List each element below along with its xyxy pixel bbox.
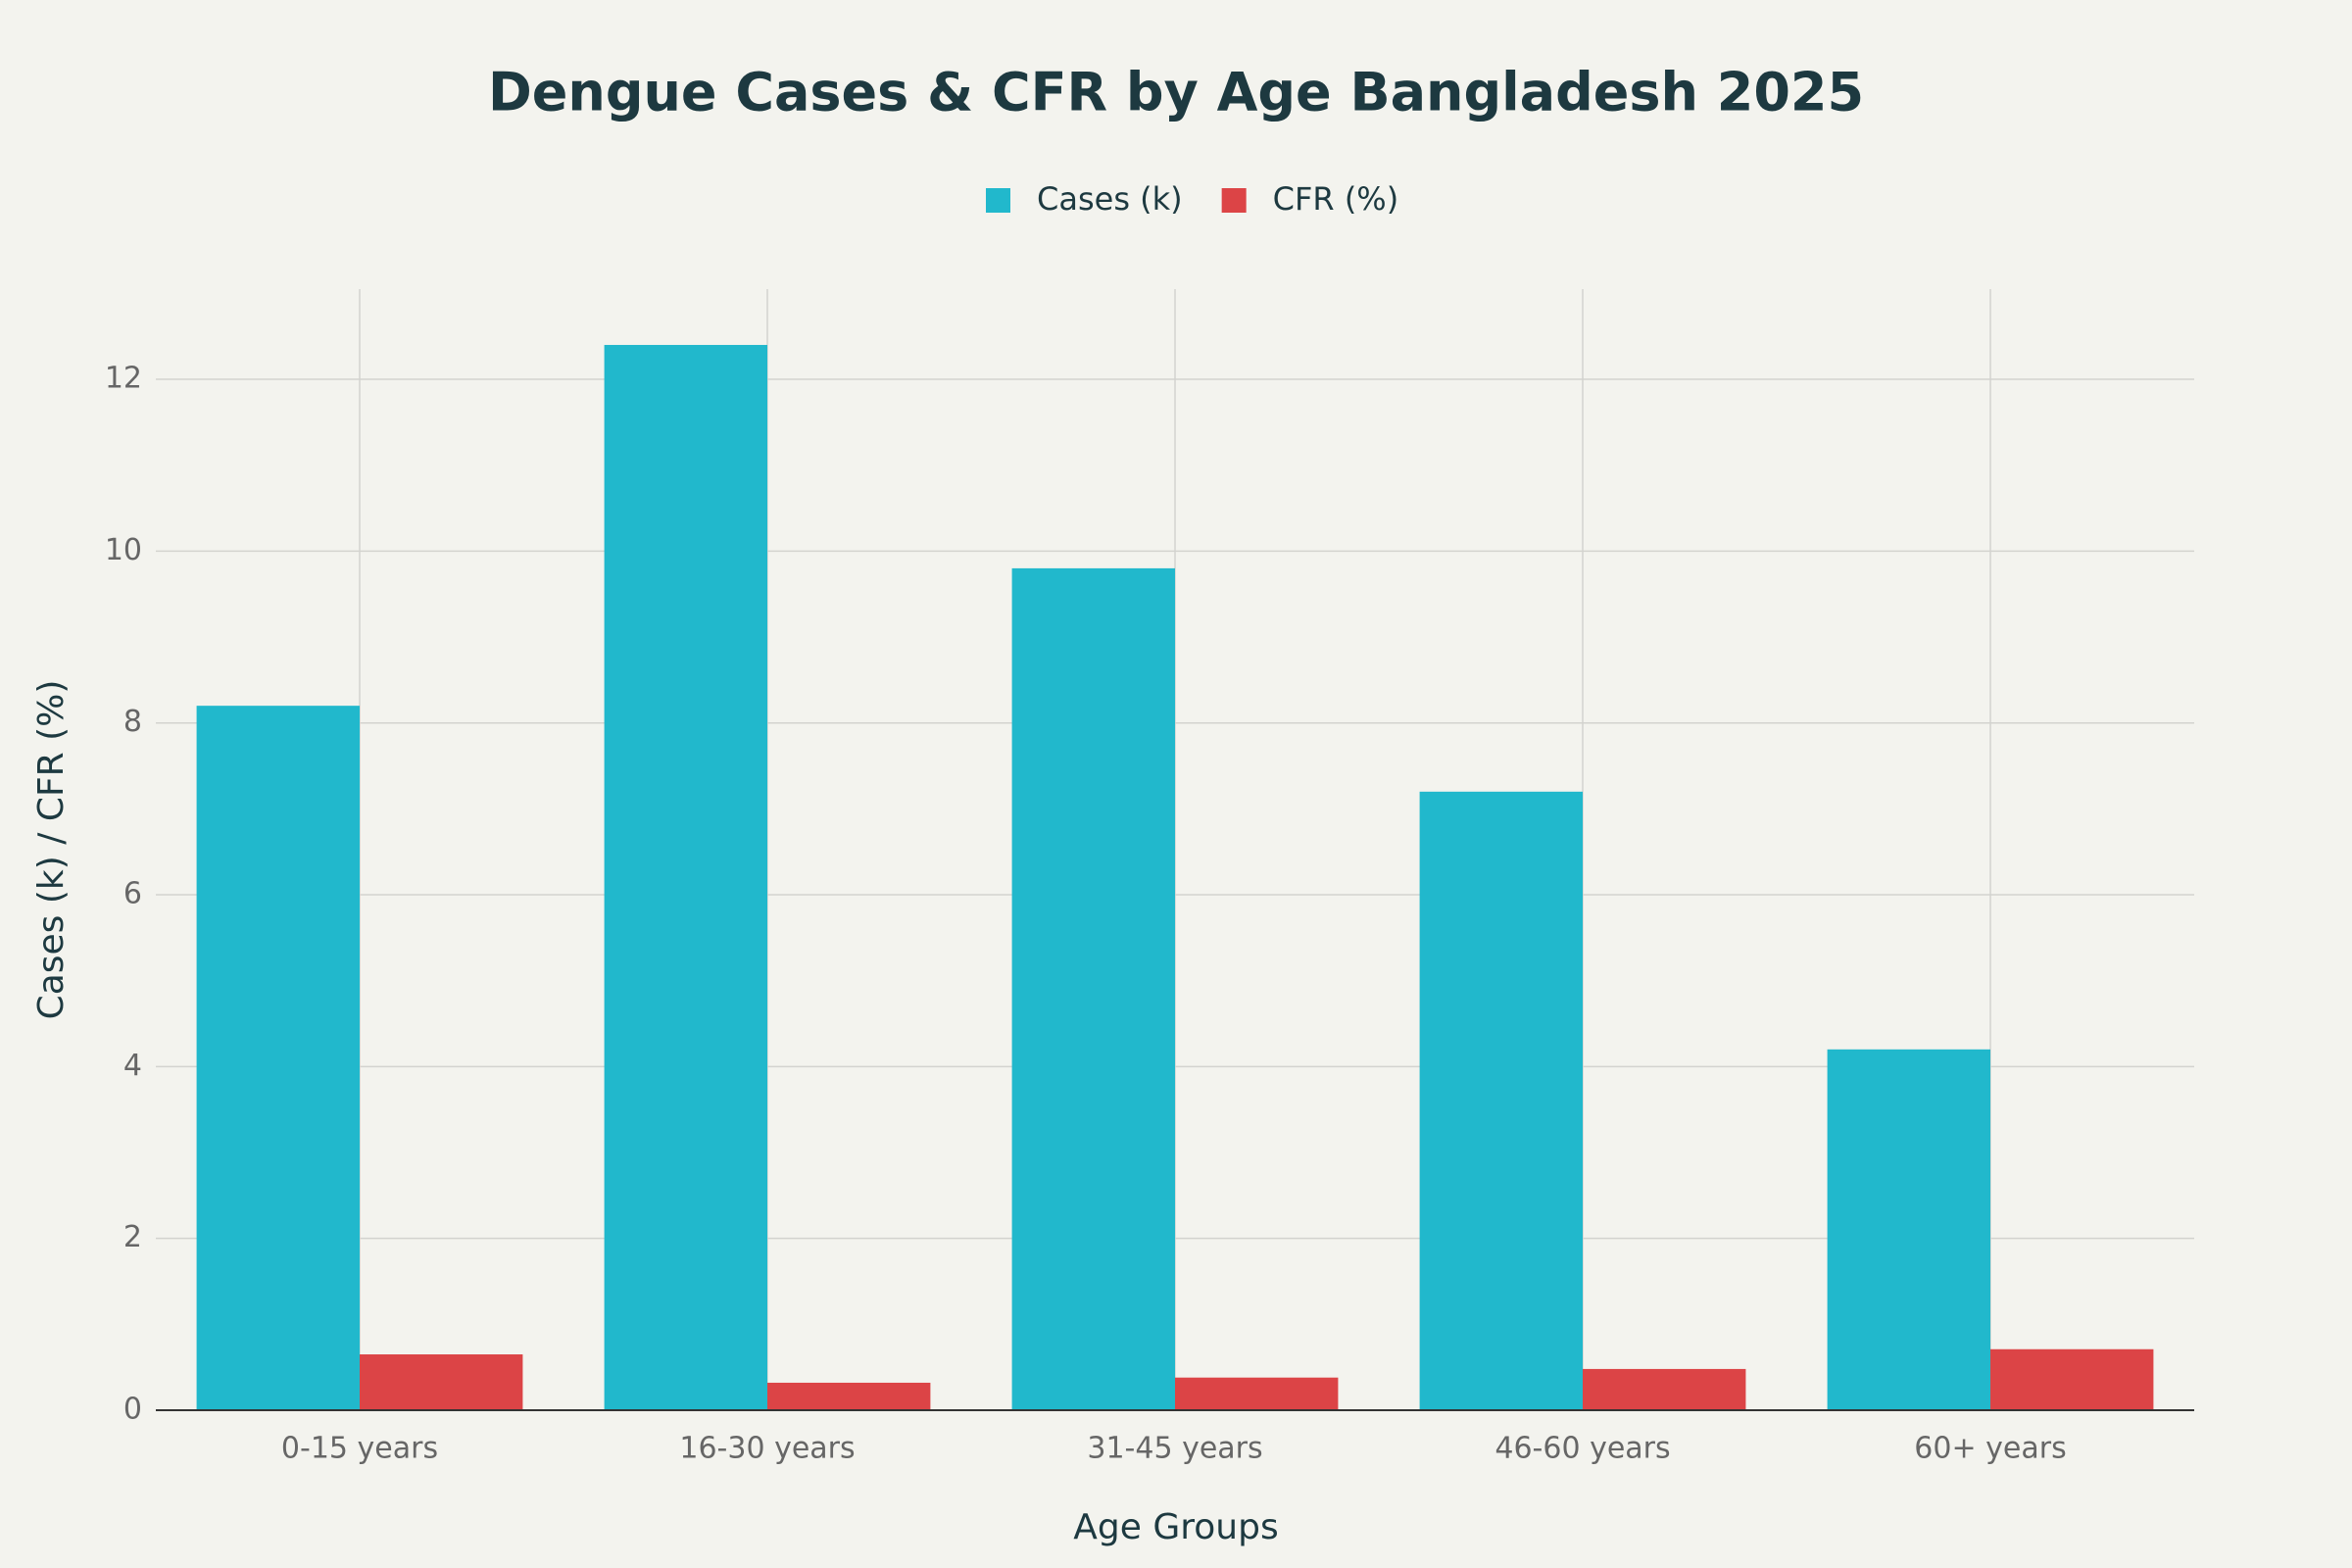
y-tick-label: 10 (105, 533, 142, 567)
x-tick-label: 31-45 years (1087, 1432, 1262, 1466)
y-tick-label: 12 (105, 362, 142, 396)
bar (604, 344, 767, 1410)
bar (196, 706, 360, 1410)
legend-label: CFR (%) (1273, 180, 1399, 218)
bar (1175, 1377, 1339, 1410)
x-tick-label: 0-15 years (281, 1432, 438, 1466)
y-tick-label: 6 (123, 877, 142, 911)
bar (1011, 567, 1175, 1410)
legend-swatch (986, 188, 1010, 213)
x-tick-label: 16-30 years (679, 1432, 855, 1466)
legend-label: Cases (k) (1037, 180, 1183, 218)
y-axis-label: Cases (k) / CFR (%) (31, 680, 72, 1020)
chart-title: Dengue Cases & CFR by Age Bangladesh 202… (488, 62, 1864, 123)
x-tick-label: 60+ years (1914, 1432, 2066, 1466)
bar (360, 1354, 523, 1410)
legend-swatch (1221, 188, 1247, 213)
y-tick-label: 0 (123, 1393, 142, 1427)
bar (1419, 791, 1583, 1410)
y-tick-label: 2 (123, 1220, 142, 1254)
x-axis-label: Age Groups (1073, 1507, 1278, 1547)
y-tick-label: 8 (123, 705, 142, 739)
bar (1990, 1348, 2154, 1410)
bar (767, 1382, 931, 1410)
bar (1827, 1049, 1990, 1410)
bar (1583, 1368, 1746, 1410)
y-tick-label: 4 (123, 1049, 142, 1083)
x-tick-label: 46-60 years (1494, 1432, 1670, 1466)
